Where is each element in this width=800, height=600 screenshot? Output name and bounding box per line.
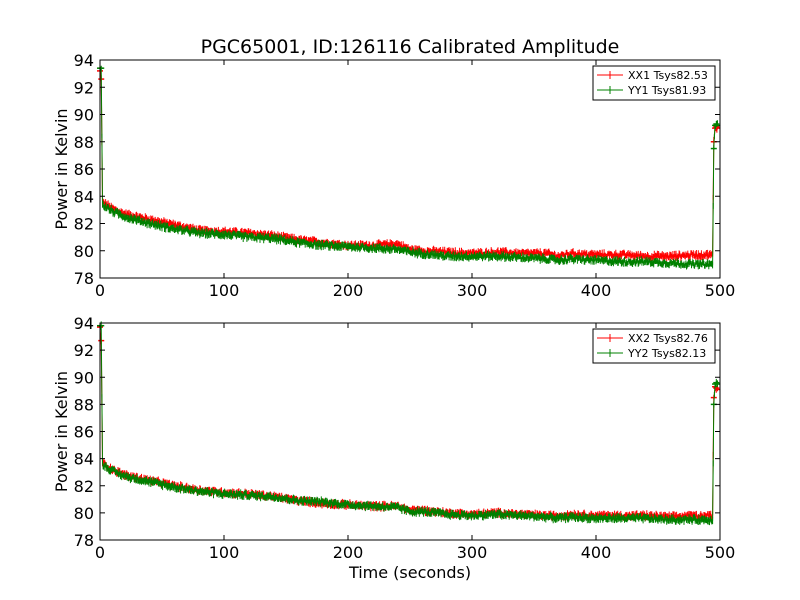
legend-entry-label: XX1 Tsys82.53 bbox=[628, 69, 708, 82]
x-tick-label: 500 bbox=[705, 543, 736, 562]
series-line bbox=[99, 324, 718, 524]
y-axis-label: Power in Kelvin bbox=[52, 371, 71, 492]
y-tick-label: 78 bbox=[74, 531, 94, 550]
bottom-panel: 0 100 200 300 400 500 78 80 82 84 86 88 90 92 94 Power … bbox=[52, 314, 735, 562]
y-tick-label: 82 bbox=[74, 215, 94, 234]
legend: XX1 Tsys82.53 YY1 Tsys81.93 bbox=[592, 65, 716, 101]
x-tick-label: 100 bbox=[209, 543, 240, 562]
y-axis-label: Power in Kelvin bbox=[52, 108, 71, 229]
x-tick-label: 200 bbox=[333, 281, 364, 300]
x-tick-label: 0 bbox=[95, 543, 105, 562]
y-tick-label: 92 bbox=[74, 78, 94, 97]
y-tick-label: 80 bbox=[74, 504, 94, 523]
y-tick-label: 78 bbox=[74, 269, 94, 288]
y-tick-label: 90 bbox=[74, 368, 94, 387]
y-tick-label: 92 bbox=[74, 341, 94, 360]
y-tick-label: 88 bbox=[74, 133, 94, 152]
y-tick-label: 94 bbox=[74, 51, 94, 70]
legend-box bbox=[592, 328, 716, 364]
series-line bbox=[99, 66, 718, 269]
chart-title: PGC65001, ID:126116 Calibrated Amplitude bbox=[201, 36, 620, 58]
y-tick-label: 86 bbox=[74, 160, 94, 179]
x-tick-label: 0 bbox=[95, 281, 105, 300]
legend-entry-label: YY1 Tsys81.93 bbox=[627, 84, 706, 97]
series-yy2 bbox=[97, 321, 721, 526]
legend: XX2 Tsys82.76 YY2 Tsys82.13 bbox=[592, 328, 716, 364]
x-tick-label: 400 bbox=[581, 281, 612, 300]
y-tick-label: 88 bbox=[74, 395, 94, 414]
x-tick-label: 200 bbox=[333, 543, 364, 562]
y-tick-label: 84 bbox=[74, 450, 94, 469]
x-axis-label: Time (seconds) bbox=[348, 563, 471, 582]
legend-box bbox=[592, 65, 716, 101]
y-tick-label: 90 bbox=[74, 106, 94, 125]
y-tick-label: 84 bbox=[74, 187, 94, 206]
y-tick-label: 94 bbox=[74, 314, 94, 333]
y-tick-label: 82 bbox=[74, 477, 94, 496]
x-tick-label: 500 bbox=[705, 281, 736, 300]
x-tick-label: 300 bbox=[457, 543, 488, 562]
x-tick-label: 100 bbox=[209, 281, 240, 300]
x-tick-label: 400 bbox=[581, 543, 612, 562]
top-panel: 0 100 200 300 400 500 78 80 82 84 86 88 90 92 94 Power … bbox=[52, 51, 735, 300]
legend-entry-label: XX2 Tsys82.76 bbox=[628, 332, 708, 345]
y-tick-label: 86 bbox=[74, 423, 94, 442]
legend-entry-label: YY2 Tsys82.13 bbox=[627, 347, 706, 360]
y-tick-label: 80 bbox=[74, 242, 94, 261]
x-tick-label: 300 bbox=[457, 281, 488, 300]
